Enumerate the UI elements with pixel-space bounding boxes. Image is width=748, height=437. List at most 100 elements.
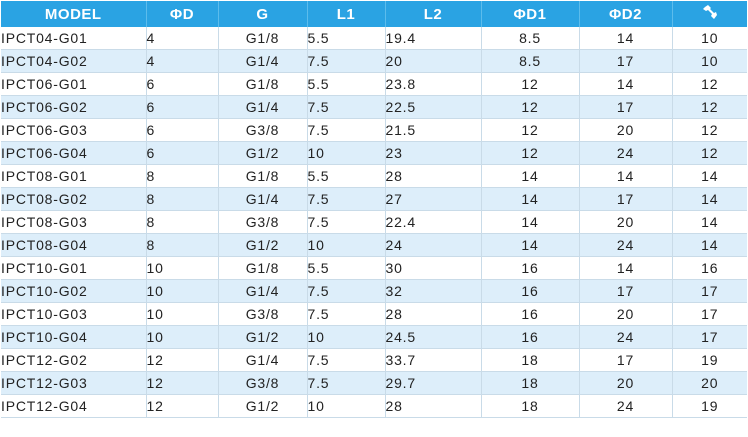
cell-g: G3/8 xyxy=(218,210,308,234)
cell-d1: 16 xyxy=(481,302,580,326)
cell-wrench: 10 xyxy=(672,27,747,50)
cell-g: G3/8 xyxy=(218,302,308,326)
cell-d: 4 xyxy=(146,49,219,73)
table-row: IPCT04-G01 4 G1/8 5.5 19.4 8.5 14 10 xyxy=(1,27,747,50)
cell-wrench: 12 xyxy=(672,72,747,96)
cell-d1: 16 xyxy=(481,325,580,349)
header-model: MODEL xyxy=(1,1,147,27)
cell-g: G1/8 xyxy=(218,164,308,188)
cell-wrench: 10 xyxy=(672,49,747,73)
cell-model: IPCT08-G03 xyxy=(1,210,147,234)
cell-model: IPCT06-G04 xyxy=(1,141,147,165)
cell-d: 10 xyxy=(146,279,219,303)
cell-wrench: 12 xyxy=(672,118,747,142)
cell-d: 12 xyxy=(146,394,219,418)
cell-g: G1/2 xyxy=(218,141,308,165)
cell-d: 6 xyxy=(146,141,219,165)
cell-model: IPCT12-G03 xyxy=(1,371,147,395)
cell-l1: 10 xyxy=(307,233,386,257)
cell-l1: 5.5 xyxy=(307,27,386,50)
cell-model: IPCT06-G02 xyxy=(1,95,147,119)
cell-d: 12 xyxy=(146,371,219,395)
header-g: G xyxy=(218,1,308,27)
cell-d1: 14 xyxy=(481,187,580,211)
cell-d2: 24 xyxy=(579,141,673,165)
cell-l1: 7.5 xyxy=(307,118,386,142)
header-l1: L1 xyxy=(307,1,386,27)
cell-d2: 24 xyxy=(579,233,673,257)
cell-l2: 27 xyxy=(385,187,482,211)
cell-d: 10 xyxy=(146,302,219,326)
cell-d2: 17 xyxy=(579,348,673,372)
cell-g: G1/4 xyxy=(218,348,308,372)
table-row: IPCT06-G01 6 G1/8 5.5 23.8 12 14 12 xyxy=(1,72,747,96)
cell-d1: 14 xyxy=(481,164,580,188)
cell-g: G1/4 xyxy=(218,95,308,119)
cell-wrench: 17 xyxy=(672,302,747,326)
cell-wrench: 16 xyxy=(672,256,747,280)
cell-wrench: 14 xyxy=(672,233,747,257)
cell-d2: 14 xyxy=(579,256,673,280)
cell-g: G1/8 xyxy=(218,27,308,50)
header-d: ΦD xyxy=(146,1,219,27)
cell-d2: 17 xyxy=(579,187,673,211)
cell-d1: 14 xyxy=(481,210,580,234)
cell-l2: 32 xyxy=(385,279,482,303)
cell-wrench: 12 xyxy=(672,141,747,165)
cell-g: G1/4 xyxy=(218,187,308,211)
table-row: IPCT08-G02 8 G1/4 7.5 27 14 17 14 xyxy=(1,187,747,211)
cell-wrench: 17 xyxy=(672,279,747,303)
cell-wrench: 14 xyxy=(672,187,747,211)
table-row: IPCT10-G01 10 G1/8 5.5 30 16 14 16 xyxy=(1,256,747,280)
cell-d1: 12 xyxy=(481,72,580,96)
cell-l2: 28 xyxy=(385,394,482,418)
header-d1: ΦD1 xyxy=(481,1,580,27)
cell-l2: 21.5 xyxy=(385,118,482,142)
cell-d: 10 xyxy=(146,256,219,280)
cell-l1: 10 xyxy=(307,394,386,418)
wrench-icon xyxy=(702,4,718,24)
cell-g: G1/2 xyxy=(218,233,308,257)
cell-l1: 7.5 xyxy=(307,279,386,303)
cell-d2: 17 xyxy=(579,279,673,303)
cell-d2: 24 xyxy=(579,325,673,349)
cell-d: 8 xyxy=(146,164,219,188)
cell-d1: 8.5 xyxy=(481,49,580,73)
header-d2: ΦD2 xyxy=(579,1,673,27)
cell-wrench: 14 xyxy=(672,164,747,188)
table-row: IPCT08-G03 8 G3/8 7.5 22.4 14 20 14 xyxy=(1,210,747,234)
cell-l2: 28 xyxy=(385,164,482,188)
cell-d2: 24 xyxy=(579,394,673,418)
cell-model: IPCT10-G02 xyxy=(1,279,147,303)
cell-l1: 7.5 xyxy=(307,95,386,119)
table-row: IPCT08-G01 8 G1/8 5.5 28 14 14 14 xyxy=(1,164,747,188)
cell-d2: 20 xyxy=(579,118,673,142)
table-row: IPCT06-G04 6 G1/2 10 23 12 24 12 xyxy=(1,141,747,165)
cell-d2: 17 xyxy=(579,95,673,119)
cell-l1: 5.5 xyxy=(307,72,386,96)
cell-l1: 10 xyxy=(307,141,386,165)
cell-l2: 33.7 xyxy=(385,348,482,372)
cell-l2: 22.5 xyxy=(385,95,482,119)
table-row: IPCT10-G02 10 G1/4 7.5 32 16 17 17 xyxy=(1,279,747,303)
cell-d1: 16 xyxy=(481,279,580,303)
cell-g: G1/4 xyxy=(218,279,308,303)
cell-g: G3/8 xyxy=(218,371,308,395)
cell-model: IPCT04-G01 xyxy=(1,27,147,50)
header-wrench xyxy=(672,1,747,27)
cell-l2: 30 xyxy=(385,256,482,280)
cell-l1: 7.5 xyxy=(307,210,386,234)
table-row: IPCT12-G02 12 G1/4 7.5 33.7 18 17 19 xyxy=(1,348,747,372)
cell-d: 4 xyxy=(146,27,219,50)
cell-l1: 5.5 xyxy=(307,164,386,188)
cell-model: IPCT10-G03 xyxy=(1,302,147,326)
cell-d2: 17 xyxy=(579,49,673,73)
cell-d2: 20 xyxy=(579,210,673,234)
cell-d2: 14 xyxy=(579,164,673,188)
cell-l1: 5.5 xyxy=(307,256,386,280)
cell-l2: 24 xyxy=(385,233,482,257)
cell-wrench: 14 xyxy=(672,210,747,234)
cell-d1: 12 xyxy=(481,141,580,165)
cell-d1: 8.5 xyxy=(481,27,580,50)
cell-model: IPCT04-G02 xyxy=(1,49,147,73)
